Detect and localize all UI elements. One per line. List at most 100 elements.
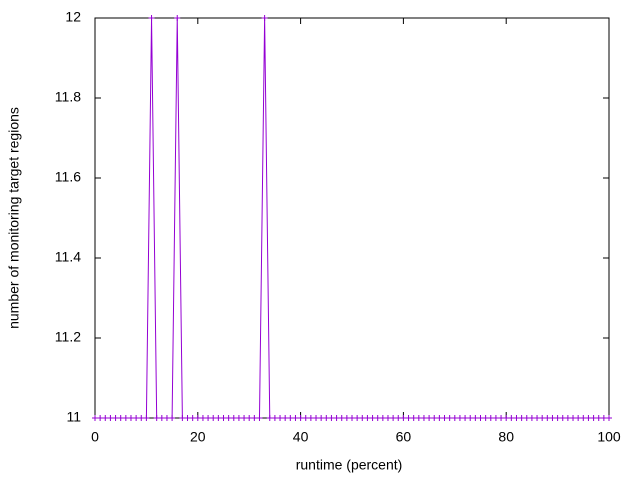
- data-point: [590, 415, 597, 421]
- data-point: [528, 415, 535, 421]
- data-point: [292, 415, 299, 421]
- data-point: [420, 415, 427, 421]
- data-point: [107, 415, 114, 421]
- data-point: [153, 415, 160, 421]
- data-point: [554, 415, 561, 421]
- data-point: [549, 415, 556, 421]
- plot-border: [94, 17, 610, 419]
- data-point: [271, 415, 278, 421]
- data-point: [210, 415, 217, 421]
- data-point: [426, 415, 433, 421]
- data-point: [518, 415, 525, 421]
- data-point: [235, 415, 242, 421]
- data-point: [606, 415, 612, 421]
- data-point: [477, 415, 484, 421]
- data-point: [441, 415, 448, 421]
- data-point: [241, 415, 248, 421]
- data-point: [297, 415, 304, 421]
- x-tick-label: 100: [597, 429, 621, 445]
- data-point: [169, 415, 176, 421]
- x-tick-label: 40: [293, 429, 309, 445]
- data-point: [158, 415, 165, 421]
- data-point: [446, 415, 453, 421]
- data-point: [410, 415, 417, 421]
- data-point: [354, 415, 361, 421]
- data-point: [225, 415, 232, 421]
- data-point: [585, 415, 592, 421]
- data-point: [364, 415, 371, 421]
- data-point: [456, 415, 463, 421]
- data-point: [559, 415, 566, 421]
- data-point: [570, 415, 577, 421]
- data-point: [544, 415, 551, 421]
- data-point: [482, 415, 489, 421]
- data-point: [595, 415, 602, 421]
- data-point: [415, 415, 422, 421]
- data-line: [95, 17, 609, 419]
- data-point: [143, 415, 150, 421]
- data-point: [451, 415, 458, 421]
- data-point: [163, 415, 170, 421]
- data-point: [328, 415, 335, 421]
- data-point: [261, 15, 268, 21]
- data-point: [323, 415, 330, 421]
- data-point: [333, 415, 340, 421]
- data-point: [282, 415, 289, 421]
- data-point: [174, 15, 181, 21]
- data-point: [343, 415, 350, 421]
- data-point: [148, 15, 155, 21]
- data-point: [277, 415, 284, 421]
- data-point: [179, 415, 186, 421]
- data-point: [92, 415, 98, 421]
- data-point: [338, 415, 345, 421]
- data-point: [127, 415, 134, 421]
- y-tick-label: 12: [65, 9, 81, 25]
- y-axis-label: number of monitoring target regions: [6, 107, 22, 329]
- data-point: [133, 415, 140, 421]
- y-tick-label: 11.6: [55, 169, 81, 185]
- data-point: [575, 415, 582, 421]
- data-point: [138, 415, 145, 421]
- data-point: [215, 415, 222, 421]
- y-tick-label: 11.4: [55, 249, 81, 265]
- data-point: [498, 415, 505, 421]
- data-point: [374, 415, 381, 421]
- x-tick-label: 0: [91, 429, 99, 445]
- data-point: [492, 415, 499, 421]
- data-point: [256, 415, 263, 421]
- data-point: [307, 415, 314, 421]
- data-point: [513, 415, 520, 421]
- data-point: [431, 415, 438, 421]
- data-point: [117, 415, 124, 421]
- x-tick-label: 60: [396, 429, 412, 445]
- data-point: [405, 415, 412, 421]
- data-point: [462, 415, 469, 421]
- x-tick-label: 80: [498, 429, 514, 445]
- data-point: [600, 415, 607, 421]
- data-point: [503, 415, 510, 421]
- x-tick-label: 20: [190, 429, 206, 445]
- data-point: [251, 415, 258, 421]
- data-point: [112, 415, 119, 421]
- data-point: [379, 415, 386, 421]
- data-point: [230, 415, 237, 421]
- data-point: [318, 415, 325, 421]
- data-point: [205, 415, 212, 421]
- data-point: [390, 415, 397, 421]
- data-point: [523, 415, 530, 421]
- data-point: [189, 415, 196, 421]
- data-point: [467, 415, 474, 421]
- data-point: [472, 415, 479, 421]
- data-point: [564, 415, 571, 421]
- y-tick-label: 11.8: [55, 89, 81, 105]
- data-point: [302, 415, 309, 421]
- data-point: [194, 415, 201, 421]
- data-point: [313, 415, 320, 421]
- data-point: [369, 415, 376, 421]
- data-point: [359, 415, 366, 421]
- data-point: [487, 415, 494, 421]
- data-point: [246, 415, 253, 421]
- data-point: [384, 415, 391, 421]
- data-point: [436, 415, 443, 421]
